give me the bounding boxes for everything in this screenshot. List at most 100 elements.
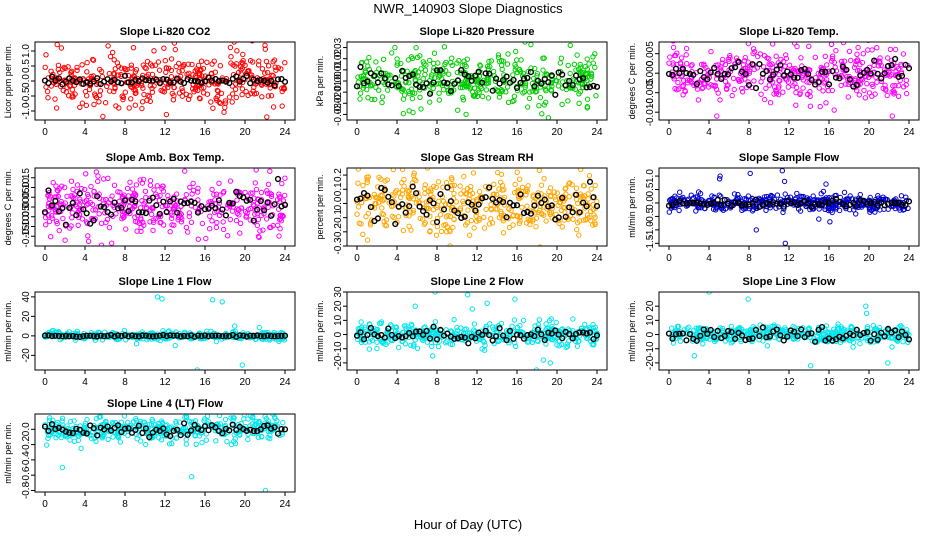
data-point bbox=[83, 102, 90, 109]
data-point bbox=[173, 191, 180, 197]
point-layer bbox=[353, 168, 601, 246]
data-point bbox=[677, 189, 683, 195]
data-point bbox=[483, 206, 489, 213]
data-point bbox=[434, 204, 440, 211]
data-point bbox=[366, 331, 372, 337]
data-point bbox=[383, 217, 390, 223]
mean-point bbox=[437, 326, 444, 334]
data-point bbox=[547, 317, 553, 324]
outlier-point bbox=[133, 341, 140, 347]
mean-point bbox=[353, 196, 361, 203]
mean-point bbox=[679, 65, 687, 72]
outlier-point bbox=[706, 292, 712, 295]
x-tick-label: 16 bbox=[199, 127, 211, 138]
data-point bbox=[506, 331, 512, 338]
mean-point bbox=[447, 87, 455, 95]
outlier-point bbox=[863, 310, 870, 316]
data-point bbox=[144, 58, 151, 65]
data-point bbox=[169, 215, 175, 222]
data-point bbox=[197, 96, 203, 102]
data-point bbox=[374, 326, 381, 333]
data-point bbox=[542, 86, 548, 92]
data-point bbox=[52, 96, 58, 102]
data-point bbox=[418, 106, 424, 112]
data-point bbox=[203, 437, 210, 443]
data-point bbox=[394, 187, 400, 194]
data-point bbox=[365, 95, 371, 101]
mean-point bbox=[784, 333, 791, 340]
data-point bbox=[267, 190, 273, 197]
mean-point bbox=[756, 333, 763, 340]
point-layer bbox=[665, 292, 913, 369]
mean-point bbox=[233, 188, 240, 196]
data-point bbox=[822, 53, 828, 59]
data-point bbox=[436, 198, 442, 205]
mean-point bbox=[860, 197, 867, 205]
mean-point bbox=[440, 206, 448, 213]
mean-point bbox=[881, 202, 888, 209]
data-point bbox=[785, 84, 791, 90]
mean-point bbox=[569, 81, 576, 89]
data-point bbox=[372, 200, 378, 207]
mean-point bbox=[566, 204, 573, 211]
data-point bbox=[105, 175, 111, 182]
data-point bbox=[848, 57, 854, 64]
outlier-point bbox=[545, 115, 552, 120]
data-point bbox=[885, 55, 891, 61]
data-point bbox=[54, 220, 60, 227]
data-point bbox=[506, 206, 512, 212]
mean-point bbox=[97, 203, 104, 210]
data-point bbox=[487, 321, 493, 327]
mean-point bbox=[264, 332, 271, 339]
data-point bbox=[485, 80, 492, 86]
data-point bbox=[898, 193, 905, 199]
mean-point bbox=[367, 204, 375, 211]
data-point bbox=[410, 210, 416, 216]
y-axis-label: ml/min per min. bbox=[627, 300, 637, 362]
data-point bbox=[845, 94, 851, 100]
data-point bbox=[861, 87, 867, 94]
data-point bbox=[512, 343, 519, 349]
data-point bbox=[274, 196, 281, 203]
x-tick-label: 0 bbox=[354, 377, 360, 388]
y-tick-label: -0.15 bbox=[21, 224, 32, 247]
x-tick-label: 4 bbox=[706, 253, 712, 264]
data-point bbox=[415, 73, 421, 79]
data-point bbox=[520, 70, 526, 77]
data-point bbox=[456, 58, 462, 64]
data-point bbox=[147, 83, 154, 89]
data-point bbox=[782, 63, 788, 70]
data-point bbox=[804, 79, 810, 85]
y-tick-label: 0 bbox=[21, 333, 32, 339]
outlier-point bbox=[231, 42, 237, 45]
x-tick-label: 20 bbox=[863, 127, 875, 138]
data-point bbox=[484, 63, 491, 70]
data-point bbox=[570, 316, 576, 322]
y-tick-label: 0.5 bbox=[645, 182, 656, 196]
data-point bbox=[92, 216, 98, 222]
data-point bbox=[488, 202, 494, 208]
outlier-point bbox=[889, 113, 895, 119]
data-point bbox=[98, 220, 105, 227]
point-layer bbox=[41, 168, 289, 246]
mean-point bbox=[576, 329, 583, 336]
data-point bbox=[557, 60, 563, 66]
mean-point bbox=[884, 62, 892, 70]
data-point bbox=[755, 53, 761, 60]
data-point bbox=[135, 212, 141, 219]
data-point bbox=[684, 80, 691, 86]
data-point bbox=[854, 68, 861, 74]
data-point bbox=[708, 333, 715, 340]
mean-point bbox=[538, 80, 545, 87]
data-point bbox=[82, 199, 88, 205]
mean-point bbox=[274, 332, 282, 340]
data-point bbox=[166, 441, 173, 447]
data-point bbox=[678, 55, 685, 61]
data-point bbox=[422, 185, 428, 192]
data-point bbox=[267, 168, 273, 174]
data-point bbox=[270, 104, 277, 110]
data-point bbox=[774, 192, 781, 198]
mean-point bbox=[752, 326, 760, 334]
data-point bbox=[534, 88, 540, 94]
mean-point bbox=[513, 84, 521, 92]
